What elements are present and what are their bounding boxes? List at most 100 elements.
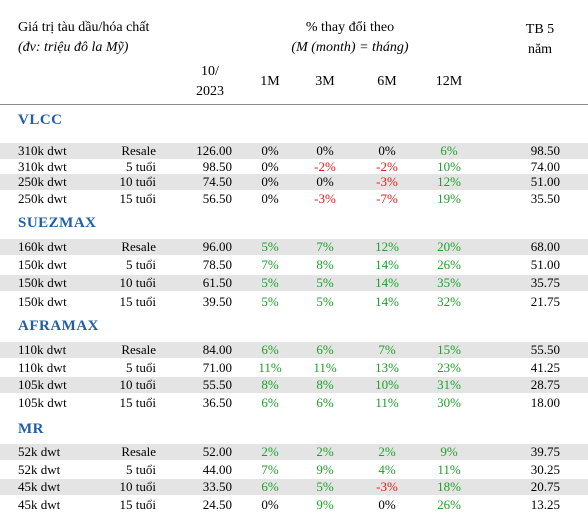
cell-m12: 15% [437,342,461,357]
cell-m6: 13% [375,360,399,375]
table-row: 105k dwt 15 tuổi 36.50 6% 6% 11% 30% 18.00 [0,395,588,411]
cell-m6: 10% [375,377,399,392]
cell-m3: 7% [316,239,334,254]
cell-m6: -7% [376,191,398,206]
cell-m12: 12% [437,174,461,189]
avg-5y-header-line1: TB 5 [525,22,555,37]
cell-value: 33.50 [202,479,232,494]
col-header-12m: 12M [435,74,463,89]
cell-value: 126.00 [196,143,232,158]
cell-value: 56.50 [202,191,232,206]
cell-size: 110k dwt [18,360,67,375]
cell-m1: 5% [261,294,279,309]
cell-m12: 32% [437,294,461,309]
cell-m1: 5% [261,239,279,254]
cell-m3: -2% [314,159,336,174]
cell-value: 52.00 [202,444,232,459]
table-row: 52k dwt Resale 52.00 2% 2% 2% 9% 39.75 [0,444,588,460]
cell-age: 15 tuổi [119,191,156,206]
cell-m12: 9% [440,444,458,459]
cell-m12: 6% [440,143,458,158]
table-row: 250k dwt 15 tuổi 56.50 0% -3% -7% 19% 35.50 [0,191,588,207]
table-row: 52k dwt 5 tuổi 44.00 7% 9% 4% 11% 30.25 [0,462,588,478]
table-row: 310k dwt Resale 126.00 0% 0% 0% 6% 98.50 [0,143,588,159]
col-header-1m: 1M [260,74,280,89]
cell-m6: 4% [378,462,396,477]
cell-m1: 2% [261,444,279,459]
table-title: Giá trị tàu dầu/hóa chất [18,20,150,35]
date-header-line1: 10/ [201,64,219,79]
cell-m3: 9% [316,497,334,512]
cell-value: 44.00 [202,462,232,477]
cell-age: Resale [121,342,156,357]
cell-m6: 2% [378,444,396,459]
cell-value: 98.50 [202,159,232,174]
cell-tb: 51.00 [530,174,560,189]
cell-m6: -2% [376,159,398,174]
cell-tb: 41.25 [530,360,560,375]
cell-m6: 14% [375,275,399,290]
cell-tb: 68.00 [530,239,560,254]
cell-m3: 6% [316,395,334,410]
table-row: 45k dwt 10 tuổi 33.50 6% 5% -3% 18% 20.75 [0,479,588,495]
cell-tb: 51.00 [530,257,560,272]
cell-m3: 5% [316,294,334,309]
cell-size: 310k dwt [18,143,67,158]
cell-m12: 19% [437,191,461,206]
cell-tb: 35.50 [530,191,560,206]
cell-m1: 0% [261,143,279,158]
table-row: 45k dwt 15 tuổi 24.50 0% 9% 0% 26% 13.25 [0,497,588,513]
cell-m1: 6% [261,342,279,357]
cell-age: Resale [121,444,156,459]
cell-size: 105k dwt [18,377,67,392]
cell-value: 24.50 [202,497,232,512]
cell-m1: 6% [261,395,279,410]
cell-m6: 11% [375,395,399,410]
cell-size: 310k dwt [18,159,67,174]
cell-m6: 7% [378,342,396,357]
section-heading: AFRAMAX [18,318,99,334]
cell-m12: 35% [437,275,461,290]
cell-size: 45k dwt [18,479,61,494]
cell-tb: 55.50 [530,342,560,357]
cell-m1: 0% [261,174,279,189]
cell-value: 36.50 [202,395,232,410]
cell-tb: 21.75 [530,294,560,309]
cell-age: 5 tuổi [126,360,156,375]
cell-age: 15 tuổi [119,497,156,512]
cell-tb: 74.00 [530,159,560,174]
cell-age: 5 tuổi [126,257,156,272]
cell-m12: 18% [437,479,461,494]
cell-value: 78.50 [202,257,232,272]
cell-m3: 6% [316,342,334,357]
cell-m6: 12% [375,239,399,254]
cell-m1: 11% [258,360,282,375]
cell-age: Resale [121,143,156,158]
date-header: 10/ 2023 [180,62,240,102]
cell-tb: 20.75 [530,479,560,494]
cell-value: 74.50 [202,174,232,189]
table-row: 310k dwt 5 tuổi 98.50 0% -2% -2% 10% 74.00 [0,159,588,175]
cell-age: 10 tuổi [119,377,156,392]
date-header-line2: 2023 [196,84,224,99]
cell-tb: 30.25 [530,462,560,477]
cell-size: 250k dwt [18,191,67,206]
cell-m1: 7% [261,257,279,272]
table-row: 110k dwt Resale 84.00 6% 6% 7% 15% 55.50 [0,342,588,358]
cell-value: 96.00 [202,239,232,254]
cell-age: 10 tuổi [119,275,156,290]
cell-m1: 5% [261,275,279,290]
cell-size: 52k dwt [18,462,61,477]
cell-tb: 98.50 [530,143,560,158]
table-row: 150k dwt 15 tuổi 39.50 5% 5% 14% 32% 21.75 [0,294,588,310]
cell-size: 150k dwt [18,275,67,290]
change-header: % thay đổi theo [305,20,395,35]
cell-m3: 0% [316,174,334,189]
cell-m12: 26% [437,497,461,512]
cell-m1: 6% [261,479,279,494]
table-row: 110k dwt 5 tuổi 71.00 11% 11% 13% 23% 41.25 [0,360,588,376]
cell-size: 150k dwt [18,257,67,272]
cell-m12: 10% [437,159,461,174]
cell-m1: 0% [261,497,279,512]
